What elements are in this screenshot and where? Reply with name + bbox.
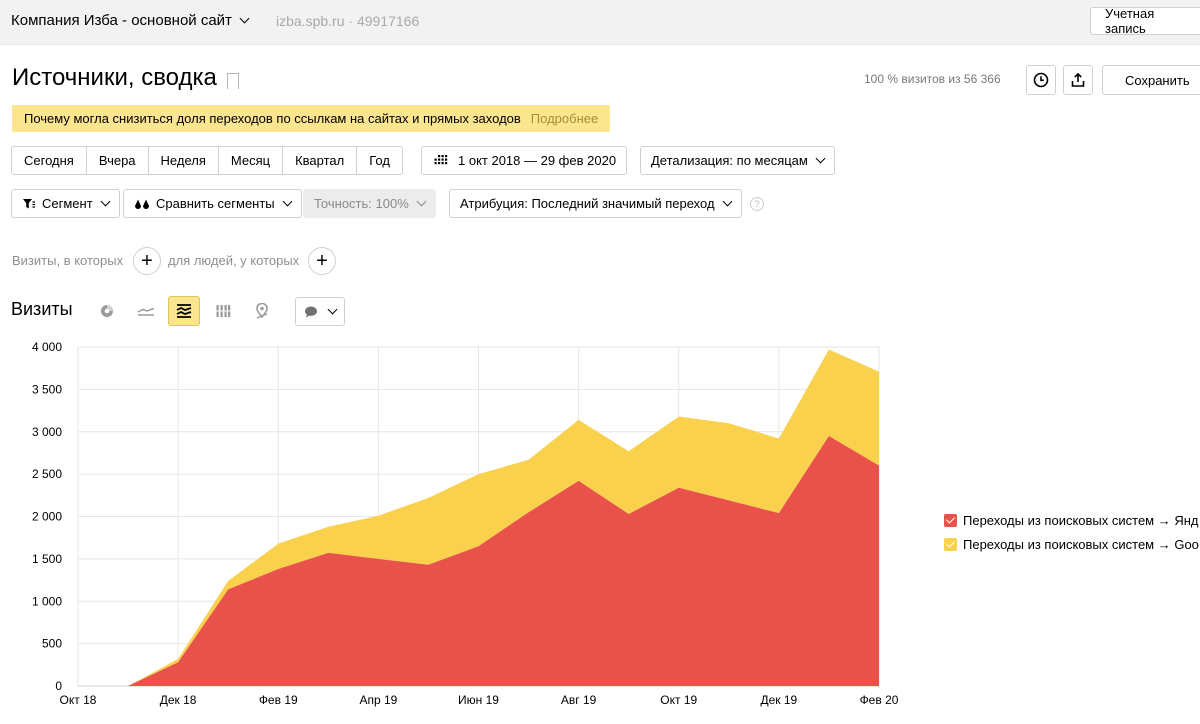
checkbox-icon[interactable] (944, 537, 957, 551)
x-tick-label: Фев 19 (259, 693, 298, 707)
x-tick-label: Фев 20 (860, 693, 899, 707)
filter-icon (23, 198, 35, 208)
x-tick-label: Апр 19 (359, 693, 397, 707)
history-button[interactable] (1026, 65, 1056, 95)
period-month[interactable]: Месяц (219, 147, 284, 174)
attribution-dropdown[interactable]: Атрибуция: Последний значимый переход (449, 189, 742, 218)
notice-banner: Почему могла снизиться доля переходов по… (12, 105, 611, 132)
chart-legend: Переходы из поисковых систем → Янд Перех… (944, 508, 1199, 556)
clock-icon (1033, 72, 1049, 88)
add-visit-condition-button[interactable]: + (133, 247, 161, 275)
legend-item[interactable]: Переходы из поисковых систем → Янд (944, 508, 1199, 532)
detail-label: Детализация: по месяцам (651, 153, 808, 168)
chevron-down-icon (815, 153, 826, 164)
period-yesterday[interactable]: Вчера (87, 147, 149, 174)
bar-chart-icon (216, 305, 231, 317)
period-selector: Сегодня Вчера Неделя Месяц Квартал Год (11, 146, 403, 175)
date-range-button[interactable]: 1 окт 2018 — 29 фев 2020 (421, 146, 628, 175)
accuracy-dropdown[interactable]: Точность: 100% (303, 189, 436, 218)
y-tick-label: 3 500 (32, 382, 62, 396)
y-axis: 0 500 1 000 1 500 2 000 2 500 3 000 3 500 4 000 (32, 340, 62, 693)
y-tick-label: 500 (42, 637, 62, 651)
visits-condition-label: Визиты, в которых (12, 253, 124, 268)
x-tick-label: Июн 19 (458, 693, 499, 707)
site-domain: izba.spb.ru · 49917166 (276, 13, 420, 29)
top-bar: Компания Изба - основной сайт izba.spb.r… (0, 0, 1200, 45)
chart-grid (77, 346, 880, 687)
chart-type-bar[interactable] (207, 296, 239, 326)
chevron-down-icon (239, 13, 250, 24)
period-quarter[interactable]: Квартал (283, 147, 358, 174)
period-year[interactable]: Год (369, 153, 390, 168)
x-axis: Окт 18 Дек 18 Фев 19 Апр 19 Июн 19 Авг 19 Окт … (60, 693, 899, 707)
series-area-1 (78, 349, 879, 686)
legend-item[interactable]: Переходы из поисковых систем → Goo (944, 532, 1199, 556)
notice-more-link[interactable]: Подробнее (530, 111, 599, 126)
y-tick-label: 1 500 (32, 552, 62, 566)
y-tick-label: 3 000 (32, 425, 62, 439)
calendar-icon (434, 154, 448, 164)
chevron-down-icon (327, 304, 338, 315)
legend-label: Переходы из поисковых систем → Goo (963, 536, 1199, 552)
export-button[interactable] (1063, 65, 1093, 95)
chevron-down-icon (100, 196, 111, 207)
y-tick-label: 0 (55, 679, 62, 693)
site-name: Компания Изба - основной сайт (11, 12, 232, 29)
legend-label: Переходы из поисковых систем → Янд (963, 512, 1199, 528)
chart-type-pie[interactable] (91, 296, 123, 326)
date-range-label: 1 окт 2018 — 29 фев 2020 (458, 153, 617, 168)
plus-icon: + (316, 250, 328, 272)
period-today[interactable]: Сегодня (12, 147, 87, 174)
compare-icon (135, 199, 149, 209)
x-tick-label: Окт 19 (660, 693, 697, 707)
compare-label: Сравнить сегменты (156, 196, 275, 211)
account-button[interactable]: Учетная запись (1090, 6, 1200, 36)
segment-label: Сегмент (42, 196, 93, 211)
site-selector[interactable]: Компания Изба - основной сайт (11, 12, 250, 29)
plus-icon: + (141, 250, 153, 272)
upload-icon (1071, 72, 1085, 87)
stacked-area-chart-icon (176, 304, 192, 318)
add-people-condition-button[interactable]: + (308, 247, 336, 275)
segment-button[interactable]: Сегмент (11, 189, 120, 218)
y-tick-label: 1 000 (32, 594, 62, 608)
chart-type-line[interactable] (130, 296, 162, 326)
y-tick-label: 4 000 (32, 340, 62, 354)
page-title: Источники, сводка (12, 64, 239, 93)
chevron-down-icon (282, 196, 293, 207)
chart-type-map[interactable] (246, 296, 278, 326)
plot-area (77, 346, 880, 687)
map-pin-icon (256, 303, 268, 319)
chart-areas (77, 349, 880, 687)
accuracy-label: Точность: 100% (314, 196, 409, 211)
comment-icon (305, 306, 317, 317)
y-tick-label: 2 000 (32, 510, 62, 524)
visits-share: 100 % визитов из 56 366 (864, 72, 1001, 86)
notice-text: Почему могла снизиться доля переходов по… (24, 111, 521, 126)
chart-comments-dropdown[interactable] (295, 297, 345, 326)
help-icon[interactable]: ? (750, 197, 764, 211)
line-chart-icon (137, 307, 155, 316)
chart-type-stacked-area[interactable] (168, 296, 200, 326)
chart-title: Визиты (11, 299, 73, 319)
chevron-down-icon (416, 196, 427, 207)
x-tick-label: Окт 18 (60, 693, 97, 707)
period-week[interactable]: Неделя (149, 147, 219, 174)
pie-chart-icon (101, 305, 113, 317)
bookmark-icon[interactable] (226, 73, 239, 93)
x-tick-label: Дек 19 (761, 693, 798, 707)
people-condition-label: для людей, у которых (168, 253, 300, 268)
checkbox-icon[interactable] (944, 513, 957, 527)
x-tick-label: Дек 18 (160, 693, 197, 707)
series-area-0 (78, 436, 879, 686)
x-tick-label: Авг 19 (561, 693, 597, 707)
attribution-label: Атрибуция: Последний значимый переход (460, 196, 715, 211)
compare-segments-button[interactable]: Сравнить сегменты (123, 189, 302, 218)
save-button[interactable]: Сохранить (1102, 65, 1200, 95)
y-tick-label: 2 500 (32, 467, 62, 481)
chevron-down-icon (722, 196, 733, 207)
detail-dropdown[interactable]: Детализация: по месяцам (640, 146, 835, 175)
